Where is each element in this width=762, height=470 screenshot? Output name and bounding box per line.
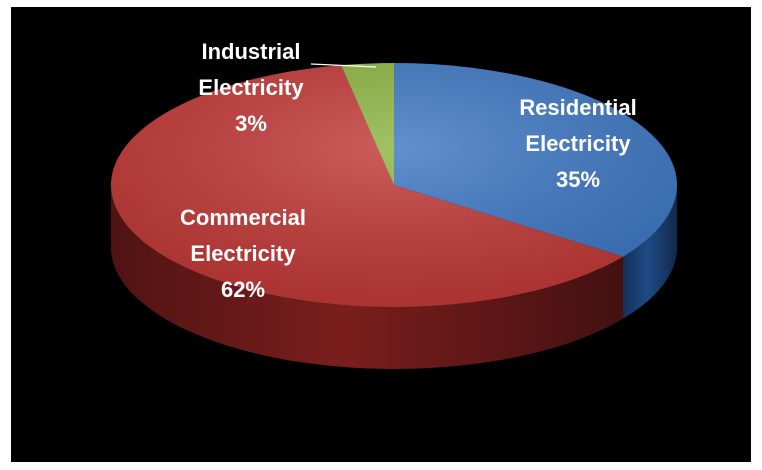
data-label-line-2: Electricity [198, 75, 304, 100]
industrial-leader-line [310, 63, 377, 68]
data-label-commercial: Commercial Electricity 62% [180, 205, 306, 302]
data-label-industrial: Industrial Electricity 3% [198, 39, 304, 136]
pie-side-shade-residential [622, 185, 677, 319]
data-label-line-1: Industrial [201, 39, 300, 64]
pie-side-shade-commercial [111, 185, 623, 369]
data-label-line-2: Electricity [190, 241, 296, 266]
data-label-residential: Residential Electricity 35% [519, 95, 636, 192]
data-label-line-1: Commercial [180, 205, 306, 230]
pie-top-sheen [111, 63, 677, 307]
pie-chart: Residential Electricity 35% Commercial Elect… [110, 39, 677, 369]
data-label-line-3: 62% [221, 277, 265, 302]
data-label-line-3: 3% [235, 111, 267, 136]
data-label-line-3: 35% [556, 167, 600, 192]
data-label-line-2: Electricity [525, 131, 631, 156]
chart-frame: Residential Electricity 35% Commercial Elect… [11, 7, 751, 462]
data-label-line-1: Residential [519, 95, 636, 120]
